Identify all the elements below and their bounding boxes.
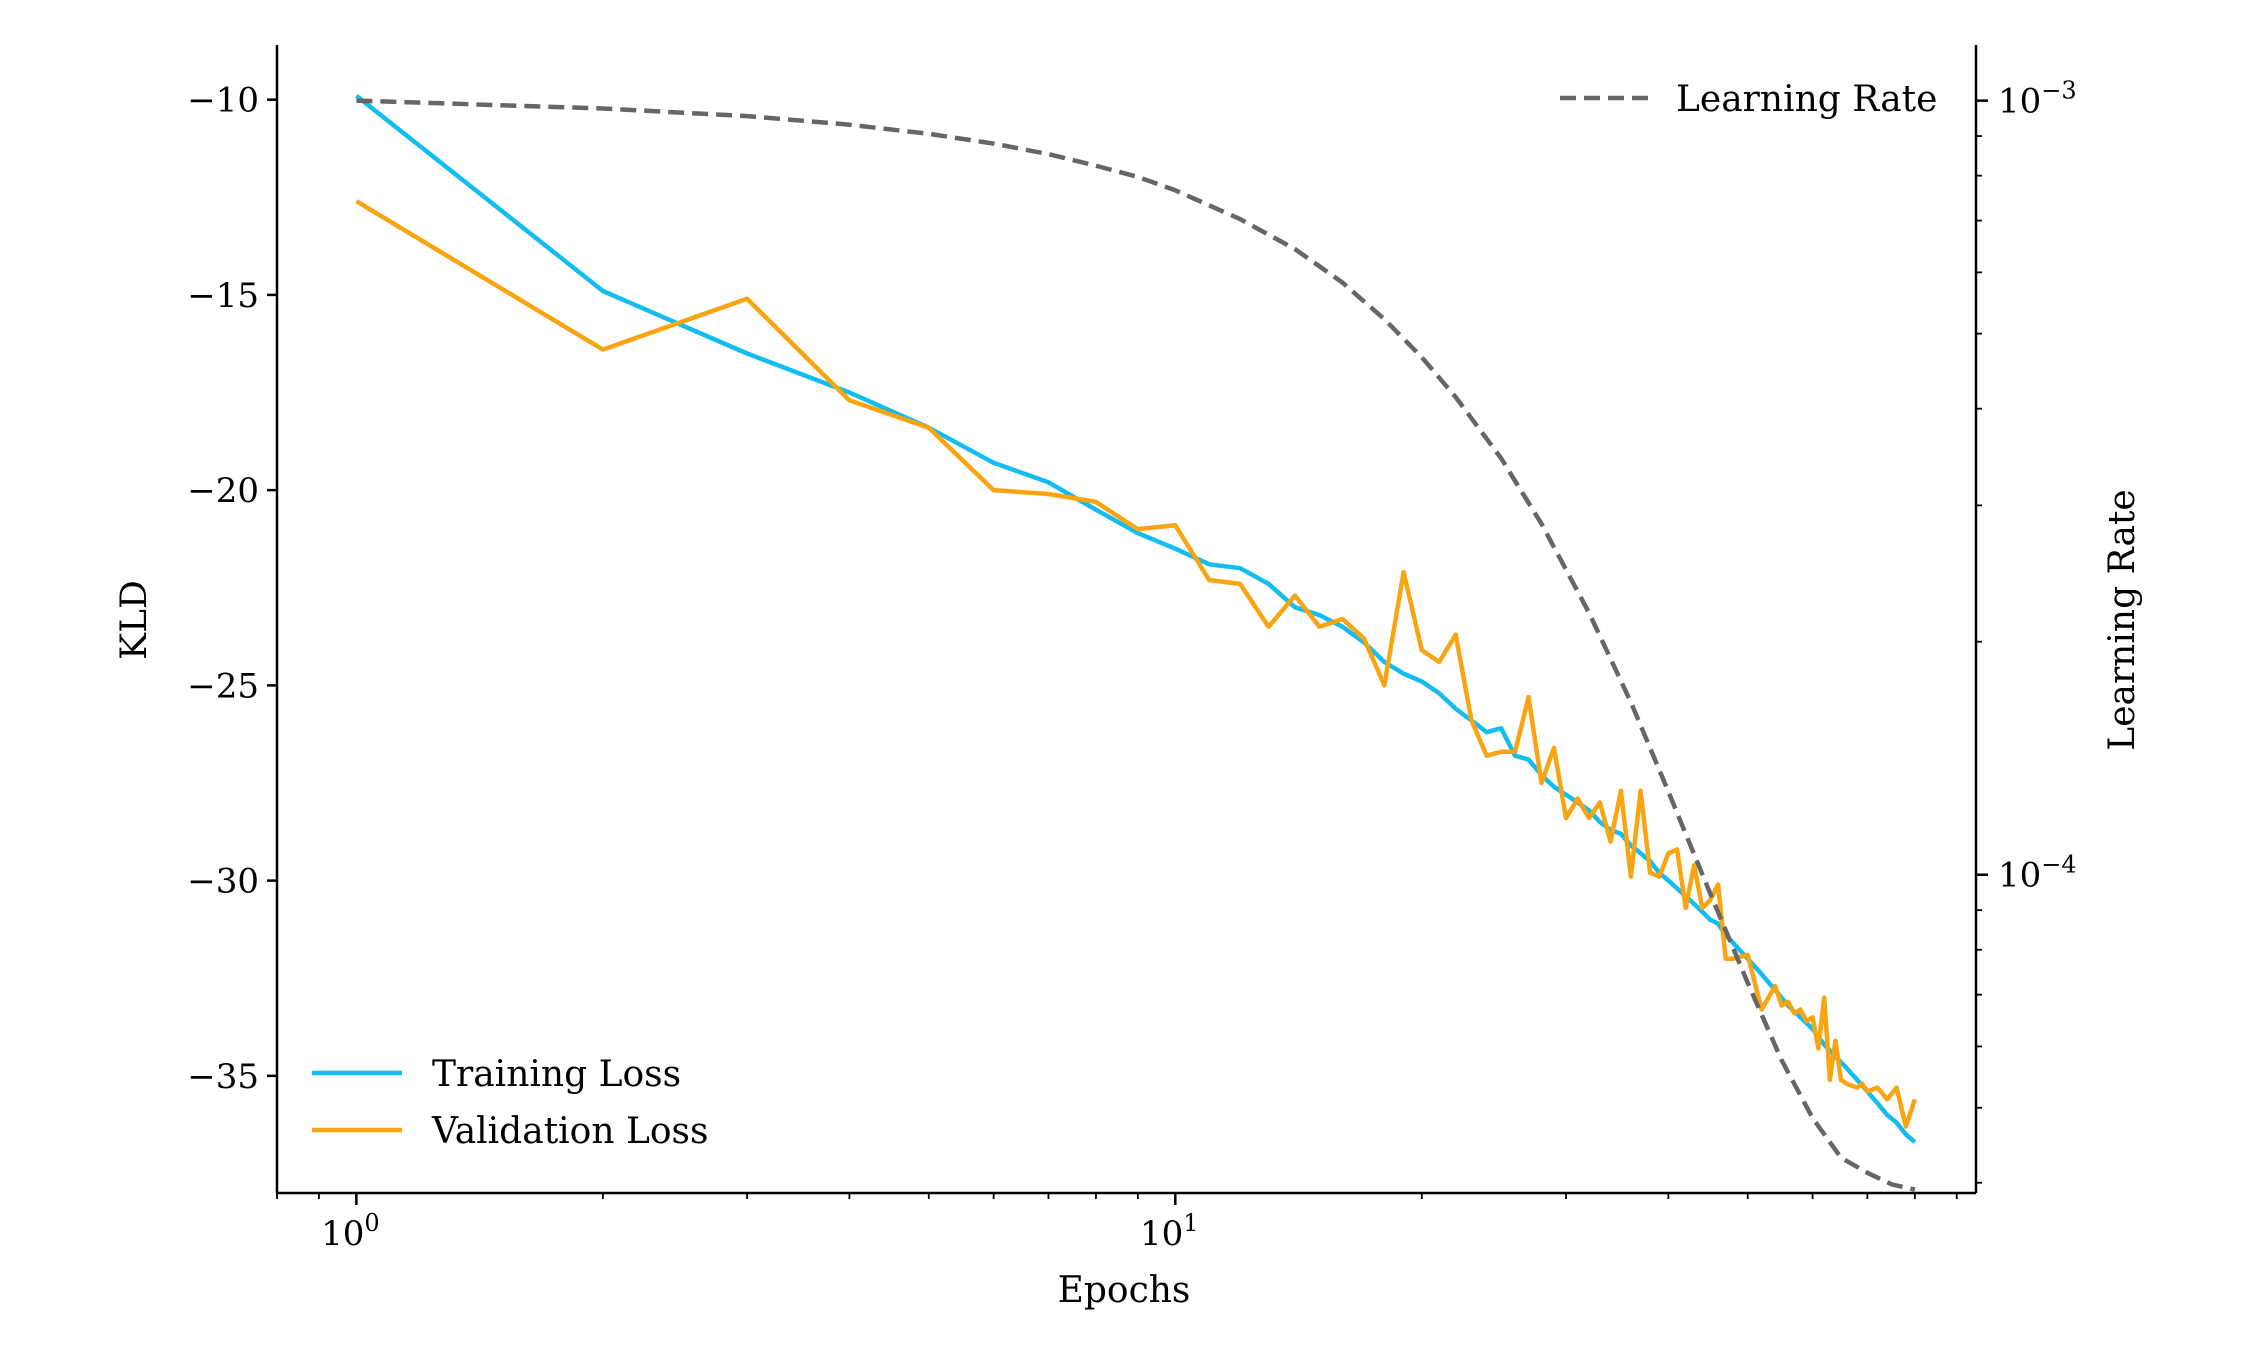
y-tick-label: −35 xyxy=(187,1057,259,1097)
y-tick-label: −10 xyxy=(187,81,259,121)
x-axis-title: Epochs xyxy=(1058,1270,1191,1311)
series-layer xyxy=(355,94,1918,1192)
y-tick-label: −30 xyxy=(187,862,259,902)
y2-axis-title: Learning Rate xyxy=(2102,489,2143,750)
y2-tick-label: 10−4 xyxy=(1998,851,2077,896)
x-tick-label: 100 xyxy=(321,1209,380,1254)
legend-label-learning-rate: Learning Rate xyxy=(1676,79,1937,120)
y-tick-label: −15 xyxy=(187,276,259,316)
series-line-validation-loss xyxy=(355,199,1918,1129)
legend-losses: Training Loss Validation Loss xyxy=(312,1054,709,1152)
y-axis-title: KLD xyxy=(114,580,155,660)
legend-learning-rate: Learning Rate xyxy=(1560,79,1937,120)
y-tick-label: −20 xyxy=(187,471,259,511)
tick-layer: −10 −15 −20 −25 −30 −35 100 101 10−3 10−4 xyxy=(187,77,2076,1254)
axes-layer xyxy=(275,45,1978,1195)
x-tick-label: 101 xyxy=(1140,1209,1199,1254)
y-tick-label: −25 xyxy=(187,666,259,706)
legend-label-training-loss: Training Loss xyxy=(432,1054,681,1095)
y2-tick-label: 10−3 xyxy=(1998,77,2077,122)
legend-label-validation-loss: Validation Loss xyxy=(431,1111,709,1152)
